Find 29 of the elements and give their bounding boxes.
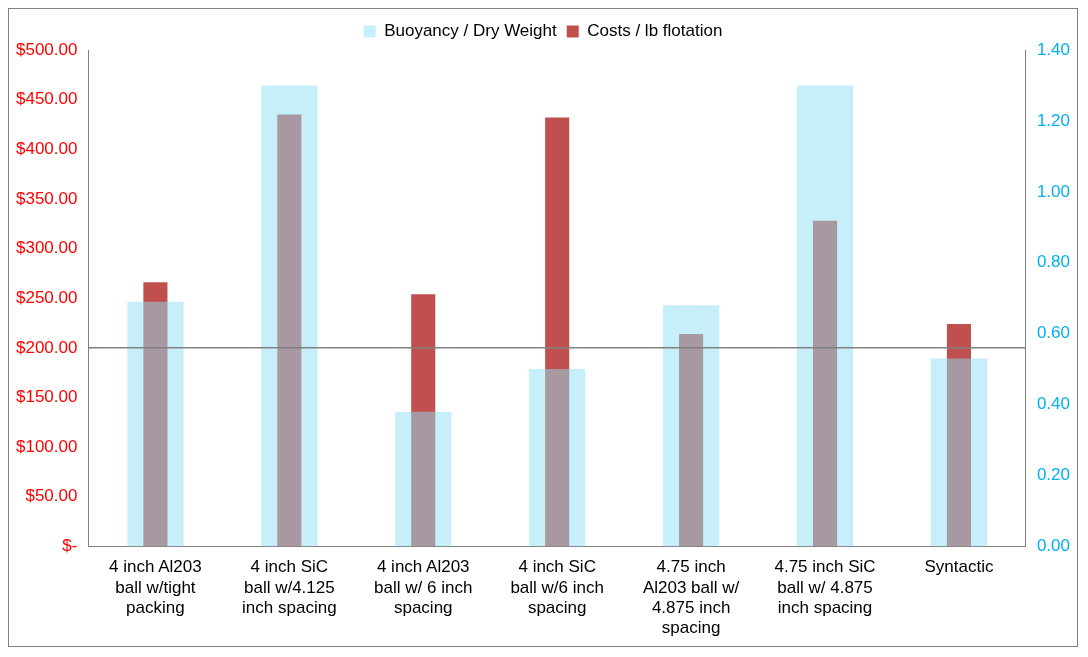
y-tick-label: $200.00 — [16, 337, 78, 357]
y-tick-label: $500.00 — [16, 39, 78, 59]
bar — [812, 220, 838, 547]
y-tick-label: $50.00 — [25, 486, 78, 506]
x-tick-label: 4 inch SiC ball w/4.125 inch spacing — [242, 557, 337, 618]
x-tick-label: 4 inch Al203 ball w/ 6 inch spacing — [374, 557, 473, 618]
y2-tick-label: 0.00 — [1036, 536, 1071, 556]
y-tick-label: $250.00 — [16, 287, 78, 307]
y2-tick-label: 0.80 — [1036, 252, 1071, 272]
y2-tick-label: 0.40 — [1036, 394, 1071, 414]
x-tick-label: 4.75 inch Al203 ball w/ 4.875 inch spacing — [642, 557, 740, 638]
y-tick-label: $400.00 — [16, 138, 78, 158]
y-tick-label: $350.00 — [16, 188, 78, 208]
y2-tick-label: 1.00 — [1036, 181, 1071, 201]
y-tick-label: $300.00 — [16, 238, 78, 258]
y-tick-label: $- — [62, 536, 78, 556]
legend-label: Buoyancy / Dry Weight — [384, 21, 558, 41]
y2-tick-label: 1.20 — [1036, 110, 1071, 130]
legend-label: Costs / lb flotation — [587, 21, 723, 41]
x-tick-label: 4.75 inch SiC ball w/ 4.875 inch spacing — [774, 557, 876, 618]
y2-tick-label: 0.60 — [1036, 323, 1071, 343]
y2-tick-label: 0.20 — [1036, 465, 1071, 485]
y-tick-label: $450.00 — [16, 89, 78, 109]
x-tick-label: 4 inch Al203 ball w/tight packing — [109, 557, 202, 618]
x-tick-label: 4 inch SiC ball w/6 inch spacing — [510, 557, 604, 618]
x-tick-label: Syntactic — [924, 557, 994, 577]
y2-tick-label: 1.40 — [1036, 39, 1071, 59]
y-tick-label: $150.00 — [16, 387, 78, 407]
y-tick-label: $100.00 — [16, 436, 78, 456]
